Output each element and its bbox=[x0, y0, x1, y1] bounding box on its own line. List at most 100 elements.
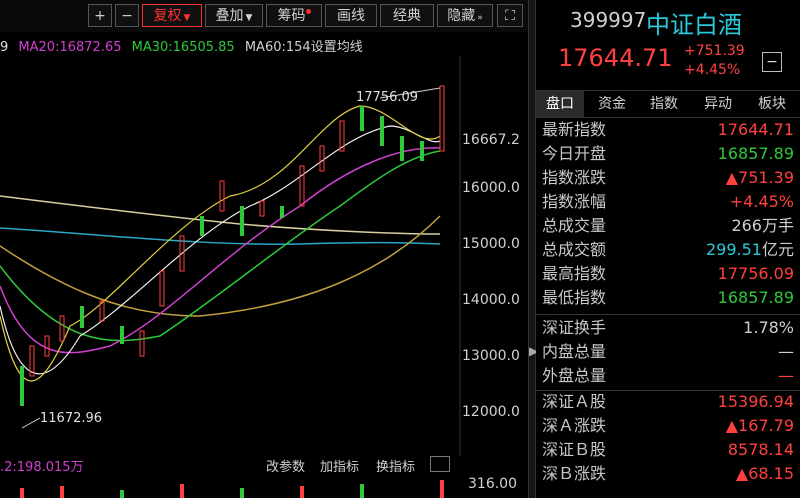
quote-value: 266万手 bbox=[731, 214, 794, 238]
quote-label: 指数涨幅 bbox=[542, 192, 607, 211]
turnover-label: 内盘总量 bbox=[542, 342, 607, 361]
chouma-label: 筹码 bbox=[277, 8, 306, 24]
quote-value: 16857.89 bbox=[717, 144, 794, 163]
quote-label: 今日开盘 bbox=[542, 144, 607, 163]
diejia-dropdown[interactable]: 叠加 ▼ bbox=[205, 4, 263, 27]
ma10-line bbox=[0, 125, 441, 375]
huaxian-button[interactable]: 画线 bbox=[325, 4, 377, 27]
zoom-in-button[interactable]: + bbox=[88, 4, 112, 27]
ma20-line bbox=[0, 147, 441, 354]
quote-label: 指数涨跌 bbox=[542, 168, 607, 187]
price-axis-label: 13000.0 bbox=[462, 348, 520, 364]
notification-dot-icon bbox=[305, 9, 311, 14]
market-row: 深Ａ涨跌 ▲167.79 bbox=[542, 414, 794, 438]
quote-label: 最新指数 bbox=[542, 120, 607, 139]
chevron-down-icon: ▼ bbox=[183, 13, 191, 23]
price-change-pct: +4.45% bbox=[684, 62, 741, 78]
turnover-label: 深证换手 bbox=[542, 318, 607, 337]
tab-pankou[interactable]: 盘口 bbox=[536, 91, 584, 117]
ma-legend: 9 MA20:16872.65 MA30:16505.85 MA60:154设置… bbox=[0, 36, 528, 56]
fuquan-label: 复权 bbox=[153, 8, 182, 24]
turnover-row: 内盘总量 — bbox=[542, 340, 794, 364]
quote-unit: 亿元 bbox=[761, 240, 794, 259]
ma120-line bbox=[0, 227, 441, 245]
more-arrows-icon: » bbox=[477, 13, 483, 23]
quote-value: 17756.09 bbox=[717, 264, 794, 283]
close-icon[interactable] bbox=[430, 456, 450, 472]
expand-icon[interactable]: ⛶ bbox=[497, 4, 523, 27]
chart-toolbar: + − 复权 ▼ 叠加 ▼ 筹码 画线 经典 隐藏» ⛶ bbox=[0, 0, 528, 32]
market-label: 深Ｂ涨跌 bbox=[542, 464, 607, 483]
market-value: ▲167.79 bbox=[725, 416, 794, 435]
huan-zhibiao-button[interactable]: 换指标 bbox=[376, 460, 416, 475]
stock-name: 中证白酒 bbox=[646, 11, 742, 39]
yincang-button[interactable]: 隐藏» bbox=[437, 4, 493, 27]
market-value: ▲68.15 bbox=[735, 464, 794, 483]
collapse-arrow-icon[interactable]: ▶ bbox=[529, 344, 539, 358]
gai-canshu-button[interactable]: 改参数 bbox=[266, 460, 306, 475]
high-marker-label: 17756.09 bbox=[356, 90, 419, 105]
quote-value: 16857.89 bbox=[717, 288, 794, 307]
turnover-row: 深证换手 1.78% bbox=[542, 316, 794, 340]
quote-number: 299.51 bbox=[706, 240, 762, 259]
quote-label: 总成交额 bbox=[542, 240, 607, 259]
low-marker-line bbox=[21, 417, 41, 429]
market-row: 深证Ａ股 15396.94 bbox=[542, 390, 794, 414]
market-value: 15396.94 bbox=[717, 392, 794, 411]
ma60-value: MA60:154 bbox=[244, 40, 311, 55]
ma30-value: MA30:16505.85 bbox=[131, 40, 235, 55]
turnover-label: 外盘总量 bbox=[542, 366, 607, 385]
quote-row: 最新指数 17644.71 bbox=[542, 118, 794, 142]
chouma-button[interactable]: 筹码 bbox=[266, 4, 322, 27]
price-axis-label: 15000.0 bbox=[462, 236, 520, 252]
quote-value: +4.45% bbox=[729, 192, 794, 211]
quote-value: ▲751.39 bbox=[725, 168, 794, 187]
quote-row: 总成交额 299.51亿元 bbox=[542, 238, 794, 262]
turnover-value: — bbox=[778, 342, 794, 361]
quote-row: 指数涨幅 +4.45% bbox=[542, 190, 794, 214]
low-marker-label: 11672.96 bbox=[40, 411, 103, 426]
minimize-button[interactable]: − bbox=[762, 52, 782, 72]
ma-settings-link[interactable]: 设置均线 bbox=[310, 40, 363, 55]
quote-label: 最低指数 bbox=[542, 288, 607, 307]
diejia-label: 叠加 bbox=[215, 8, 244, 24]
price-axis-label: 14000.0 bbox=[462, 292, 520, 308]
turnover-value: 1.78% bbox=[743, 318, 794, 337]
ma30-line bbox=[0, 150, 441, 342]
market-value: 8578.14 bbox=[727, 440, 794, 459]
ma20-value: MA20:16872.65 bbox=[18, 40, 122, 55]
quote-row: 指数涨跌 ▲751.39 bbox=[542, 166, 794, 190]
market-label: 深证Ｂ股 bbox=[542, 440, 607, 459]
quote-unit: 万手 bbox=[761, 216, 794, 235]
ma-long-line bbox=[0, 215, 441, 317]
indicator-bar: .2:198.015万 改参数 加指标 换指标 bbox=[0, 456, 528, 475]
quote-number: 266 bbox=[731, 216, 762, 235]
fuquan-dropdown[interactable]: 复权 ▼ bbox=[142, 4, 202, 27]
quote-row: 最高指数 17756.09 bbox=[542, 262, 794, 286]
ma10-value: 9 bbox=[0, 40, 9, 55]
tab-zhishu[interactable]: 指数 bbox=[650, 96, 678, 112]
yincang-label: 隐藏 bbox=[447, 8, 476, 24]
quote-row: 今日开盘 16857.89 bbox=[542, 142, 794, 166]
quote-label: 最高指数 bbox=[542, 264, 607, 283]
tab-zijin[interactable]: 资金 bbox=[598, 96, 626, 112]
turnover-value: — bbox=[778, 366, 794, 385]
tab-yidong[interactable]: 异动 bbox=[704, 96, 732, 112]
price-change: +751.39 bbox=[684, 43, 745, 59]
tab-bankuai[interactable]: 板块 bbox=[758, 96, 786, 112]
market-label: 深证Ａ股 bbox=[542, 392, 607, 411]
jingdian-button[interactable]: 经典 bbox=[380, 4, 434, 27]
market-row: 深证Ｂ股 8578.14 bbox=[542, 438, 794, 462]
stock-code: 399997 bbox=[570, 8, 647, 32]
kline-chart[interactable]: 17756.09 11672.96 16667.2 16000.0 15000.… bbox=[0, 56, 528, 456]
price-axis-label: 16000.0 bbox=[462, 180, 520, 196]
jia-zhibiao-button[interactable]: 加指标 bbox=[320, 460, 360, 475]
quote-value: 17644.71 bbox=[717, 120, 794, 139]
panel-divider[interactable]: ▶ bbox=[528, 0, 539, 498]
turnover-row: 外盘总量 — bbox=[542, 364, 794, 388]
ma5-line bbox=[0, 105, 441, 382]
volume-text: .2:198.015万 bbox=[0, 460, 84, 475]
volume-bars bbox=[20, 480, 444, 498]
market-label: 深Ａ涨跌 bbox=[542, 416, 607, 435]
zoom-out-button[interactable]: − bbox=[115, 4, 139, 27]
